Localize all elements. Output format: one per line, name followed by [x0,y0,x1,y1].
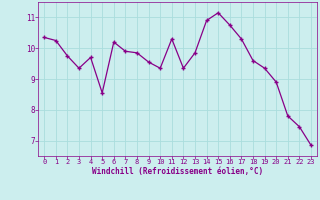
X-axis label: Windchill (Refroidissement éolien,°C): Windchill (Refroidissement éolien,°C) [92,167,263,176]
